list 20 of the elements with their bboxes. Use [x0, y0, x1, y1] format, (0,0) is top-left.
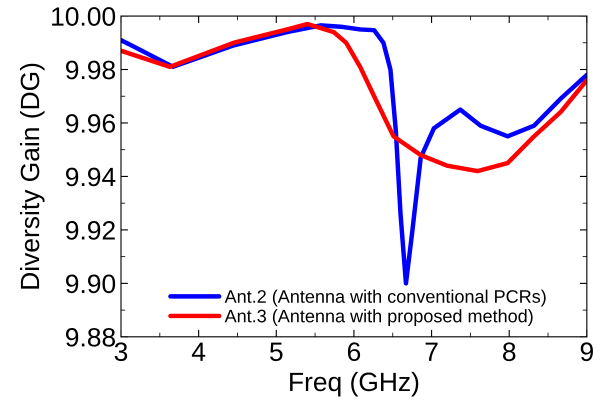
y-tick-label: 10.00 — [52, 7, 116, 26]
y-tick-label: 9.88 — [66, 328, 115, 347]
y-axis-title: Diversity Gain (DG) — [20, 64, 45, 289]
line-series — [121, 23, 587, 286]
y-tick-label: 9.94 — [66, 168, 116, 186]
y-tick-label: 9.92 — [66, 221, 115, 240]
x-axis-title: Freq (GHz) — [290, 372, 418, 396]
y-tick-label: 9.90 — [66, 274, 116, 294]
y-tick-label: 9.98 — [66, 60, 115, 80]
x-tick-label: 4 — [192, 342, 206, 361]
x-tick-label: 3 — [114, 342, 128, 362]
x-tick-label: 9 — [580, 342, 593, 362]
x-tick-label: 5 — [270, 342, 283, 362]
x-tick-label: 8 — [503, 342, 516, 362]
y-tick-label: 9.96 — [66, 114, 115, 133]
legend-label: Ant.3 (Antenna with proposed method) — [224, 309, 533, 326]
legend-label: Ant.2 (Antenna with conventional PCRs) — [224, 290, 546, 306]
x-tick-label: 6 — [348, 342, 360, 362]
line-series — [121, 22, 587, 174]
x-tick-label: 7 — [426, 342, 438, 361]
